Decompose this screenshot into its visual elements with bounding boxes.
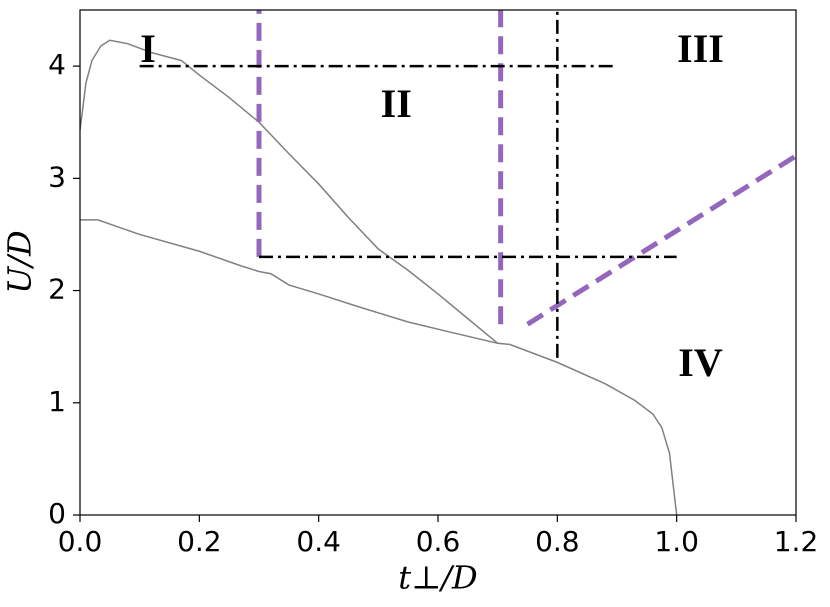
y-tick-label: 4 <box>48 48 66 81</box>
x-tick-label: 1.0 <box>654 525 699 558</box>
y-tick-label: 3 <box>48 160 66 193</box>
plot-frame <box>79 9 797 516</box>
x-tick-label: 0.2 <box>177 525 222 558</box>
x-axis-label: t⊥/D <box>398 559 477 597</box>
x-tick-label: 0.4 <box>296 525 341 558</box>
region-label: IV <box>678 340 723 385</box>
y-tick-label: 0 <box>48 497 66 530</box>
series-line <box>526 153 796 327</box>
x-tick-label: 0.6 <box>416 525 461 558</box>
x-tick-label: 0.0 <box>58 525 103 558</box>
region-label: I <box>140 26 156 71</box>
y-axis-label: U/D <box>1 230 39 293</box>
region-label: II <box>381 81 412 126</box>
y-tick-label: 1 <box>48 385 66 418</box>
y-tick-label: 2 <box>48 273 66 306</box>
region-label: III <box>677 26 724 71</box>
x-tick-label: 0.8 <box>535 525 580 558</box>
series-line <box>80 219 678 515</box>
x-tick-label: 1.2 <box>774 525 819 558</box>
series-line <box>80 39 499 344</box>
